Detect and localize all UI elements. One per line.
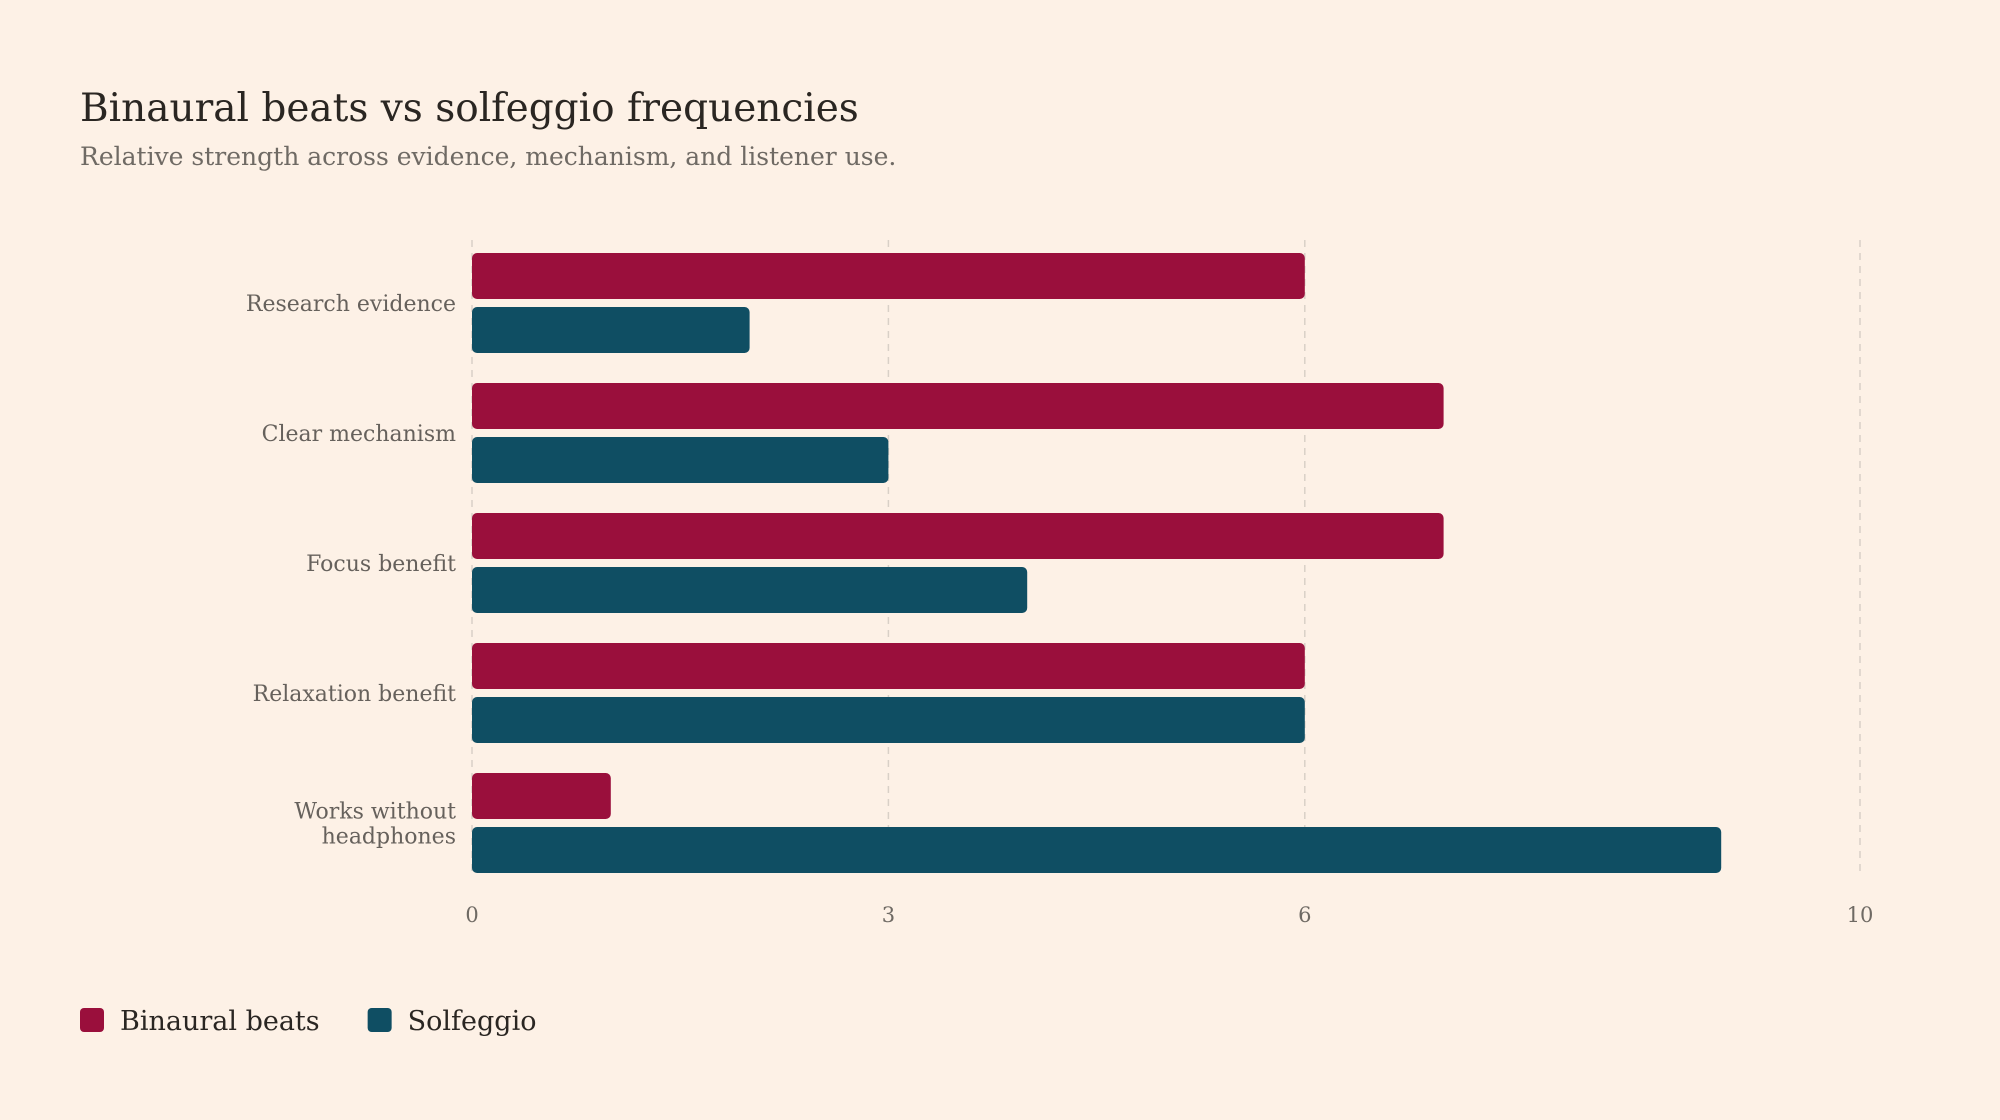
x-axis-ticks: 0 3 6 10 [465,903,1873,927]
category-label-0: Research evidence [246,292,456,317]
bar-binaural-beats-3 [472,643,1305,689]
x-tick-label-10: 10 [1847,903,1874,927]
legend-label-binaural-beats: Binaural beats [120,1006,320,1037]
bar-binaural-beats-0 [472,253,1305,299]
bar-solfeggio-3 [472,697,1305,743]
category-label-4-line-1: headphones [322,825,456,850]
x-tick-label-6: 6 [1298,903,1311,927]
chart-title: Binaural beats vs solfeggio frequencies [80,86,859,131]
category-label-2: Focus benefit [306,552,456,577]
category-labels: Research evidence Clear mechanism Focus be… [246,292,456,850]
category-label-1: Clear mechanism [262,422,456,447]
chart-subtitle: Relative strength across evidence, mecha… [80,142,896,171]
legend-swatch-solfeggio [367,1008,392,1032]
x-tick-label-3: 3 [882,903,895,927]
category-label-4-line-0: Works without [294,800,456,825]
legend: Binaural beats Solfeggio [80,1006,536,1037]
legend-label-solfeggio: Solfeggio [408,1006,537,1037]
category-label-3: Relaxation benefit [253,682,457,707]
legend-swatch-binaural-beats [80,1008,104,1032]
bars [472,253,1722,873]
bar-solfeggio-2 [472,567,1028,613]
bar-solfeggio-1 [472,437,889,483]
bar-binaural-beats-1 [472,383,1444,429]
bar-solfeggio-0 [472,307,750,353]
bar-solfeggio-4 [472,827,1722,873]
bar-binaural-beats-2 [472,513,1444,559]
bar-binaural-beats-4 [472,773,611,819]
x-tick-label-0: 0 [465,903,478,927]
